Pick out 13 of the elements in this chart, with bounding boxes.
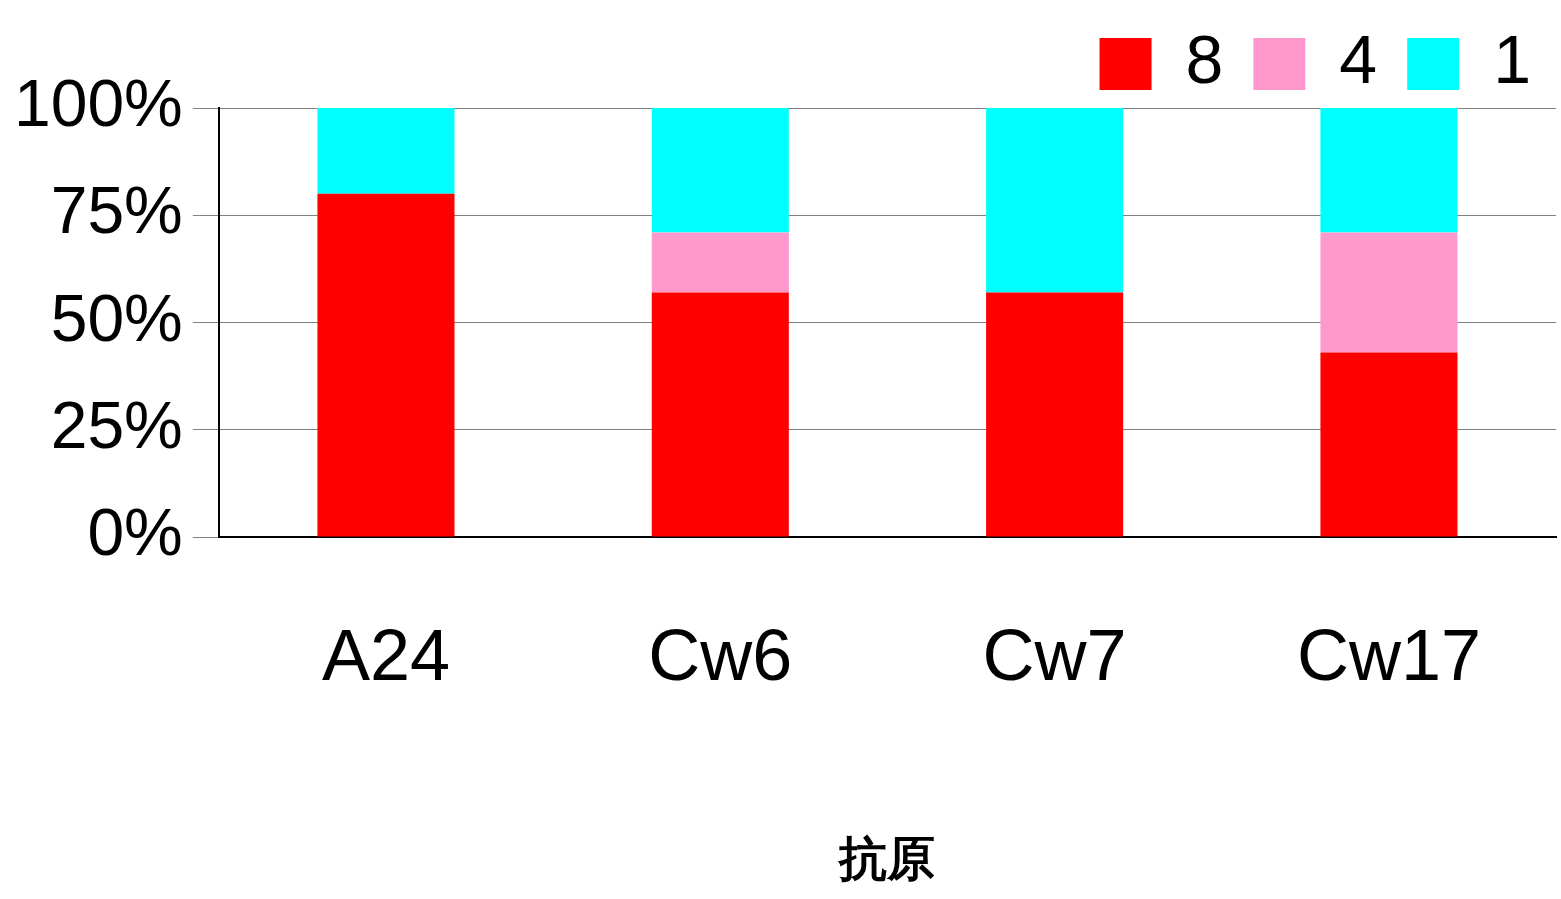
y-tick-label: 75%	[50, 173, 183, 248]
x-tick-label: Cw17	[1296, 615, 1481, 696]
y-tick-label: 50%	[50, 280, 183, 355]
y-tick-label: 0%	[87, 495, 183, 570]
legend-label: 1	[1493, 20, 1532, 97]
x-tick-label: A24	[321, 615, 451, 696]
legend-label: 8	[1185, 20, 1224, 97]
legend-label: 4	[1339, 20, 1378, 97]
x-tick-label: Cw7	[982, 615, 1127, 696]
x-tick-label: Cw6	[648, 615, 793, 696]
x-axis-title: 抗原	[837, 829, 936, 886]
y-tick-label: 100%	[13, 66, 183, 141]
y-tick-label: 25%	[50, 387, 183, 462]
